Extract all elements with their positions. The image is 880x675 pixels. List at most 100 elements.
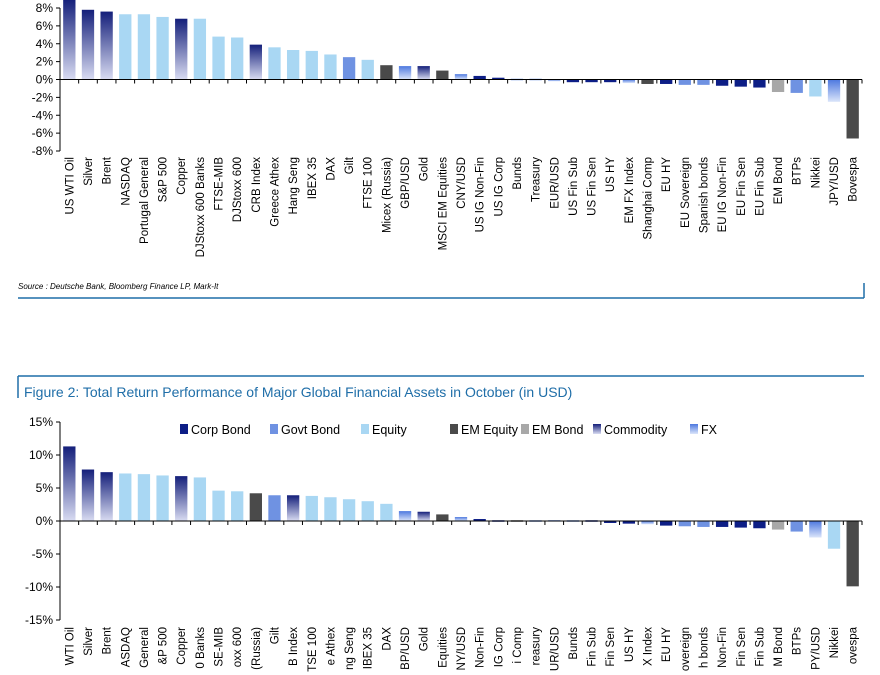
legend-label-corp-bond: Corp Bond xyxy=(191,423,251,437)
chart-1-bar xyxy=(305,50,318,80)
chart-2-bar xyxy=(734,521,747,528)
chart-1-bar xyxy=(715,79,729,86)
chart-2-bar xyxy=(100,472,113,521)
chart-1-x-tick-label: Hang Seng xyxy=(288,157,300,215)
chart-1-bar xyxy=(398,66,412,80)
chart-1-bar xyxy=(324,54,337,80)
chart-1-x-tick-label: EU Fin Sen xyxy=(736,157,748,216)
chart-1-bar xyxy=(566,79,580,83)
chart-1-x-tick-label: Gilt xyxy=(344,156,356,174)
legend-label-em-equity: EM Equity xyxy=(461,423,519,437)
chart-1-y-tick-label: -2% xyxy=(32,90,54,104)
chart-1-bar xyxy=(137,14,151,80)
chart-1-bar xyxy=(771,79,785,93)
chart-2-x-tick-label: &P 500 xyxy=(158,627,170,665)
legend-swatch-em-equity xyxy=(450,424,458,434)
chart-2-bar xyxy=(827,521,841,549)
chart-1-x-tick-label: Gold xyxy=(419,157,431,181)
chart-2-bar xyxy=(193,477,207,521)
chart-1-x-tick-label: US IG Non-Fin xyxy=(475,157,487,232)
chart-2-x-tick-label: US HY xyxy=(624,627,636,662)
chart-1-x-tick-label: EUR/USD xyxy=(549,157,561,209)
chart-2-x-tick-label: BTPs xyxy=(792,627,804,655)
chart-1-x-tick-label: US Fin Sub xyxy=(568,157,580,216)
legend-swatch-commodity xyxy=(593,424,601,434)
chart-2-bar xyxy=(137,474,151,521)
chart-1-x-tick-label: NASDAQ xyxy=(120,157,132,206)
chart-1-bar xyxy=(585,79,598,83)
chart-1-x-tick-label: Micex (Russia) xyxy=(381,157,393,233)
chart-2-x-tick-label: IG Corp xyxy=(493,627,505,667)
chart-2-x-tick-label: i Comp xyxy=(512,627,524,663)
chart-2-x-tick-label: Non-Fin xyxy=(717,627,729,668)
chart-1-bar xyxy=(249,44,262,80)
chart-1-bar xyxy=(100,11,113,80)
chart-2-y-tick-label: -15% xyxy=(25,613,53,627)
chart-1-bar xyxy=(81,9,95,80)
chart-1-y-tick-label: 4% xyxy=(36,37,54,51)
chart-1-x-tick-label: EU Sovereign xyxy=(680,157,692,228)
chart-1-x-tick-label: Shanghai Comp xyxy=(643,157,655,239)
chart-2-y-tick-label: 15% xyxy=(29,415,53,429)
chart-1-bar xyxy=(156,16,169,80)
legend-label-fx: FX xyxy=(701,423,718,437)
chart-1-bar xyxy=(380,65,393,80)
chart-2-y-tick-label: 0% xyxy=(36,514,54,528)
chart-2-x-tick-label: B Index xyxy=(288,627,300,666)
chart-1-bar xyxy=(361,59,374,80)
chart-2-bar xyxy=(697,521,710,527)
chart-1-bar xyxy=(175,18,188,80)
legend-swatch-equity xyxy=(361,424,369,434)
chart-1-bar xyxy=(790,79,803,93)
chart-2-x-tick-label: reasury xyxy=(531,627,543,666)
chart-1-bar xyxy=(286,50,300,80)
chart-2-x-tick-label: Fin Sub xyxy=(754,627,766,667)
chart-1-bar xyxy=(622,79,636,84)
legend-label-govt-bond: Govt Bond xyxy=(281,423,340,437)
chart-2-y-tick-label: -10% xyxy=(25,580,53,594)
chart-1-bar xyxy=(454,74,468,80)
chart-2-x-tick-label: TSE 100 xyxy=(307,627,319,672)
legend-swatch-em-bond xyxy=(521,424,529,434)
chart-2-bar xyxy=(63,446,76,521)
chart-2-y-tick-label: 10% xyxy=(29,448,53,462)
chart-1-bar xyxy=(846,79,859,139)
chart-2-x-tick-label: oxx 600 xyxy=(232,627,244,667)
chart-1-x-tick-label: Brent xyxy=(102,156,114,184)
chart-2-x-tick-label: overeign xyxy=(680,627,692,671)
chart-2-bar xyxy=(324,497,337,521)
legend-swatch-fx xyxy=(690,424,698,434)
chart-1-x-tick-label: EU HY xyxy=(661,157,673,192)
legend-label-commodity: Commodity xyxy=(604,423,668,437)
chart-1-y-tick-label: -8% xyxy=(32,144,54,158)
chart-2-x-tick-label: Fin Sen xyxy=(605,627,617,667)
chart-1-bar xyxy=(436,70,449,80)
chart-2-bar xyxy=(342,499,356,521)
chart-1-x-tick-label: CRB Index xyxy=(251,157,263,213)
legend-label-em-bond: EM Bond xyxy=(532,423,583,437)
chart-2-bar xyxy=(436,514,449,521)
chart-1-bar xyxy=(193,18,207,80)
chart-2-bar xyxy=(678,521,691,527)
chart-2-bar xyxy=(641,521,654,525)
chart-2-legend: Corp Bond Govt Bond Equity EM Equity EM Bond… xyxy=(180,423,718,437)
chart-2-bar xyxy=(81,469,95,521)
chart-2-x-tick-label: M Bond xyxy=(773,627,785,667)
chart-2-bar xyxy=(790,521,803,532)
chart-1-y-tick-label: -6% xyxy=(32,126,54,140)
chart-1-x-tick-label: DJStoxx 600 xyxy=(232,157,244,222)
chart-2-bar xyxy=(473,519,486,521)
chart-1-x-tick-label: GBP/USD xyxy=(400,157,412,209)
chart-2-bar xyxy=(286,495,300,521)
chart-2-bar xyxy=(715,521,729,527)
chart-1-x-tick-label: Treasury xyxy=(531,157,543,202)
chart-2-bar xyxy=(156,475,169,521)
chart-1-bar xyxy=(119,14,132,80)
chart-1-x-tick-label: US HY xyxy=(605,157,617,192)
chart-1-x-tick-label: Spanish bonds xyxy=(698,157,710,233)
chart-1: 8% 6% 4% 2% 0% -2% -4% -6% -8% US WTI Oil Silver Br… xyxy=(32,0,863,257)
chart-1-bar xyxy=(734,79,747,87)
chart-1-x-tick-label: Nikkei xyxy=(810,157,822,188)
chart-1-x-tick-label: EM Bond xyxy=(773,157,785,204)
